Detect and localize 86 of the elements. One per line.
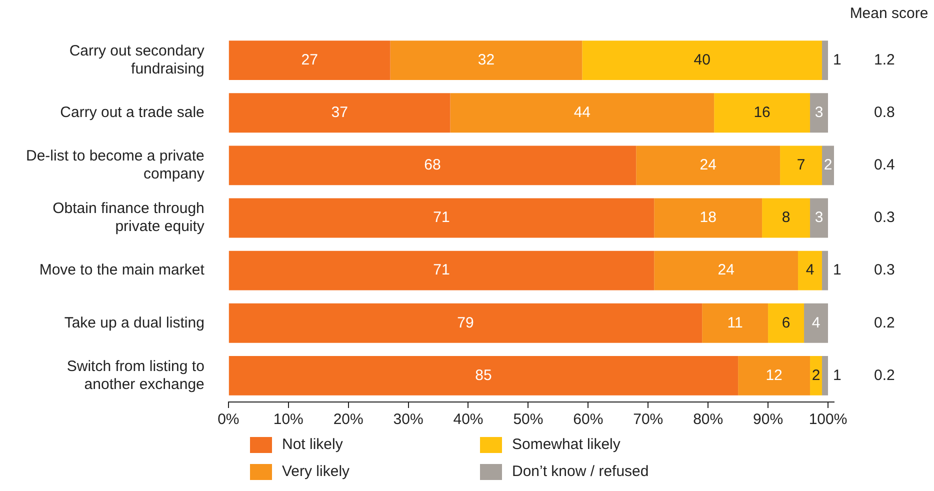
data-label: 40 bbox=[694, 51, 710, 68]
legend-label: Very likely bbox=[282, 463, 350, 480]
bar bbox=[762, 198, 810, 238]
data-label: 71 bbox=[433, 262, 450, 279]
data-label: 4 bbox=[806, 262, 814, 279]
x-tick-label: 70% bbox=[633, 411, 664, 428]
data-label: 1 bbox=[833, 262, 842, 279]
bar bbox=[714, 93, 810, 133]
y-tick-label: De-list to become a private company bbox=[26, 148, 205, 183]
x-tick-label: 10% bbox=[273, 411, 304, 428]
bar bbox=[228, 146, 636, 186]
text: Mean score bbox=[850, 5, 928, 22]
data-label: 12 bbox=[766, 366, 782, 384]
bar bbox=[702, 303, 768, 343]
bar bbox=[450, 93, 714, 133]
data-label: 24 bbox=[700, 156, 716, 174]
data-label: 24 bbox=[718, 262, 734, 279]
data-label: 18 bbox=[700, 209, 716, 226]
bar bbox=[636, 146, 780, 186]
data-label: 4 bbox=[812, 314, 820, 332]
y-tick-label: Carry out a trade sale bbox=[60, 104, 204, 121]
bar bbox=[228, 93, 450, 133]
data-label: 71 bbox=[433, 209, 450, 226]
text: 0.4 bbox=[874, 156, 895, 174]
data-label: 11 bbox=[727, 314, 743, 332]
data-label: 3 bbox=[814, 104, 824, 121]
x-tick-label: 80% bbox=[693, 411, 724, 428]
data-label: 85 bbox=[475, 366, 492, 384]
text: 1.2 bbox=[874, 51, 895, 68]
bar bbox=[654, 250, 798, 290]
x-tick-label: 30% bbox=[393, 411, 424, 428]
text: 0.3 bbox=[874, 262, 895, 279]
bar bbox=[738, 356, 810, 396]
y-tick-label: Take up a dual listing bbox=[64, 314, 204, 332]
data-label: 2 bbox=[824, 156, 832, 174]
data-label: 44 bbox=[574, 104, 591, 121]
y-tick-label: Carry out secondary fundraising bbox=[69, 42, 205, 78]
bar bbox=[390, 40, 582, 80]
legend-label: Don’t know / refused bbox=[512, 463, 649, 480]
legend-label: Not likely bbox=[282, 436, 343, 453]
bar bbox=[810, 198, 828, 238]
bar bbox=[804, 303, 828, 343]
y-tick-label: Obtain finance through private equity bbox=[52, 200, 205, 236]
text: 0.8 bbox=[874, 104, 895, 121]
data-label: 6 bbox=[782, 314, 790, 332]
data-label: 1 bbox=[833, 51, 842, 68]
x-tick-label: 0% bbox=[218, 411, 240, 428]
bar bbox=[822, 356, 828, 396]
data-label: 32 bbox=[478, 51, 495, 68]
data-label: 2 bbox=[812, 366, 820, 384]
data-label: 37 bbox=[331, 104, 348, 121]
x-tick-label: 60% bbox=[573, 411, 604, 428]
data-label: 8 bbox=[782, 209, 790, 226]
bar bbox=[822, 146, 834, 186]
x-tick-label: 50% bbox=[513, 411, 544, 428]
bar bbox=[582, 40, 822, 80]
y-tick-label: Move to the main market bbox=[39, 262, 206, 279]
data-label: 7 bbox=[796, 156, 806, 174]
bar bbox=[810, 93, 828, 133]
bar bbox=[228, 303, 702, 343]
x-tick-label: 20% bbox=[333, 411, 364, 428]
data-label: 16 bbox=[754, 104, 770, 121]
bar bbox=[780, 146, 822, 186]
bar bbox=[228, 40, 390, 80]
bar bbox=[768, 303, 804, 343]
bar bbox=[654, 198, 762, 238]
x-tick-label: 90% bbox=[753, 411, 784, 428]
bar bbox=[810, 356, 822, 396]
y-tick-label: Switch from listing to another exchange bbox=[66, 358, 204, 393]
data-label: 1 bbox=[833, 366, 842, 384]
text: 0.3 bbox=[874, 209, 895, 226]
x-tick-label: 40% bbox=[453, 411, 484, 428]
bar bbox=[798, 250, 822, 290]
legend-label: Somewhat likely bbox=[512, 436, 620, 453]
data-label: 68 bbox=[424, 156, 441, 174]
bar bbox=[822, 40, 828, 80]
text: 0.2 bbox=[874, 366, 895, 384]
x-tick-label: 100% bbox=[808, 411, 848, 428]
data-label: 27 bbox=[301, 51, 318, 68]
bar bbox=[228, 356, 738, 396]
data-label: 3 bbox=[814, 209, 824, 226]
bar bbox=[822, 250, 828, 290]
text: 0.2 bbox=[874, 314, 895, 332]
bar bbox=[228, 250, 654, 290]
bar bbox=[228, 198, 654, 238]
data-label: 79 bbox=[457, 314, 474, 332]
